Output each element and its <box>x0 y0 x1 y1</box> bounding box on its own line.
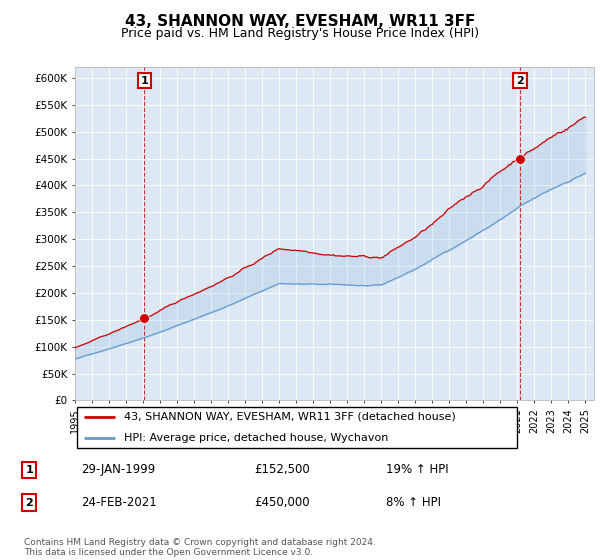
FancyBboxPatch shape <box>77 407 517 449</box>
Text: 43, SHANNON WAY, EVESHAM, WR11 3FF: 43, SHANNON WAY, EVESHAM, WR11 3FF <box>125 14 475 29</box>
Text: 19% ↑ HPI: 19% ↑ HPI <box>386 463 449 476</box>
Text: 2: 2 <box>516 76 524 86</box>
Text: 43, SHANNON WAY, EVESHAM, WR11 3FF (detached house): 43, SHANNON WAY, EVESHAM, WR11 3FF (deta… <box>124 412 455 422</box>
Text: Price paid vs. HM Land Registry's House Price Index (HPI): Price paid vs. HM Land Registry's House … <box>121 27 479 40</box>
Text: 24-FEB-2021: 24-FEB-2021 <box>81 496 157 509</box>
Text: 2: 2 <box>25 498 33 507</box>
Text: 29-JAN-1999: 29-JAN-1999 <box>81 463 155 476</box>
Text: 8% ↑ HPI: 8% ↑ HPI <box>386 496 442 509</box>
Text: 1: 1 <box>140 76 148 86</box>
Text: £152,500: £152,500 <box>254 463 310 476</box>
Text: 1: 1 <box>25 465 33 475</box>
Text: £450,000: £450,000 <box>254 496 310 509</box>
Text: HPI: Average price, detached house, Wychavon: HPI: Average price, detached house, Wych… <box>124 433 388 444</box>
Text: Contains HM Land Registry data © Crown copyright and database right 2024.
This d: Contains HM Land Registry data © Crown c… <box>24 538 376 557</box>
